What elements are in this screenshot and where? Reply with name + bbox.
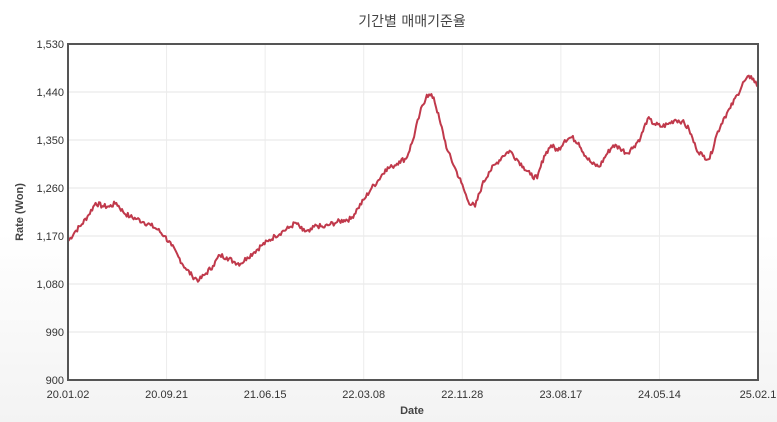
x-tick-label: 24.05.14	[638, 389, 681, 401]
y-tick-label: 1,170	[36, 231, 64, 243]
y-tick-label: 1,440	[36, 87, 64, 99]
x-tick-label: 22.03.08	[342, 389, 385, 401]
x-tick-label: 23.08.17	[539, 389, 582, 401]
x-tick-label: 22.11.28	[441, 389, 483, 401]
x-tick-label: 25.02.1	[740, 389, 777, 401]
x-axis-label: Date	[400, 405, 424, 417]
chart-title: 기간별 매매기준율	[358, 14, 466, 30]
x-tick-label: 21.06.15	[244, 389, 287, 401]
y-tick-label: 1,350	[36, 135, 64, 147]
plot-frame	[67, 43, 759, 381]
series-line-1	[67, 74, 759, 283]
y-tick-label: 1,080	[36, 279, 64, 291]
y-tick-label: 900	[46, 375, 64, 387]
y-tick-label: 1,530	[36, 39, 64, 51]
y-axis-label: Rate (Won)	[14, 183, 26, 241]
y-tick-label: 990	[46, 327, 64, 339]
x-tick-label: 20.09.21	[145, 389, 188, 401]
y-tick-label: 1,260	[36, 183, 64, 195]
x-tick-label: 20.01.02	[47, 389, 90, 401]
plot-area	[68, 44, 758, 380]
